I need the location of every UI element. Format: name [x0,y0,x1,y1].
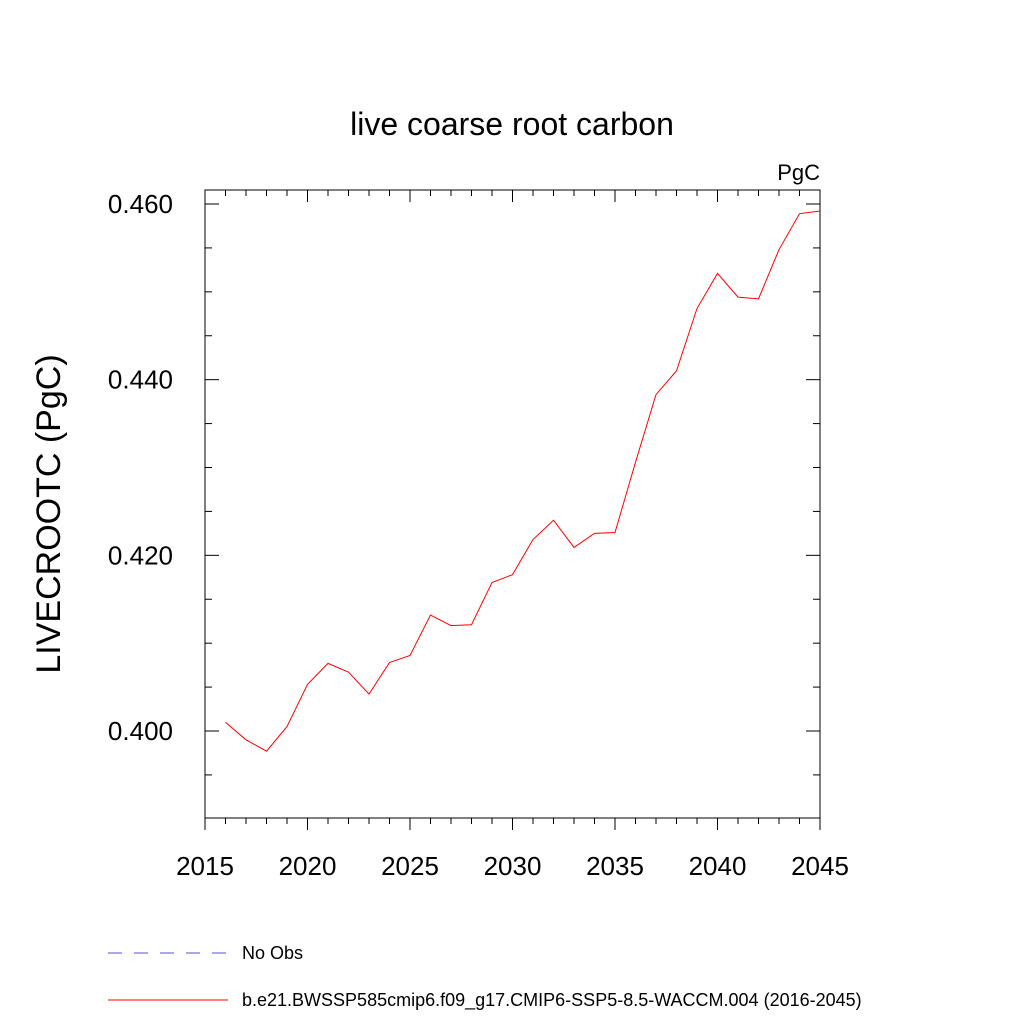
x-tick-label: 2020 [279,851,337,881]
y-axis-label: LIVECROOTC (PgC) [30,354,68,673]
x-tick-label: 2030 [484,851,542,881]
y-tick-label: 0.460 [108,189,173,219]
units-label: PgC [777,160,820,185]
legend-label-no-obs: No Obs [242,943,303,963]
legend: No Obs b.e21.BWSSP585cmip6.f09_g17.CMIP6… [108,943,862,1011]
x-tick-label: 2045 [791,851,849,881]
chart-title: live coarse root carbon [350,106,674,142]
x-tick-label: 2015 [176,851,234,881]
x-tick-label: 2040 [689,851,747,881]
plot-frame [204,189,821,819]
y-tick-label: 0.440 [108,365,173,395]
axis-tick-labels: 2015 2020 2025 2030 2035 2040 2045 0.400 0.420 0.… [108,189,849,881]
axis-ticks [204,190,821,830]
y-tick-label: 0.400 [108,716,173,746]
legend-label-series: b.e21.BWSSP585cmip6.f09_g17.CMIP6-SSP5-8… [242,990,862,1011]
y-tick-label: 0.420 [108,540,173,570]
series-layer [225,210,821,752]
x-tick-label: 2025 [381,851,439,881]
x-tick-label: 2035 [586,851,644,881]
series-line [225,210,821,752]
